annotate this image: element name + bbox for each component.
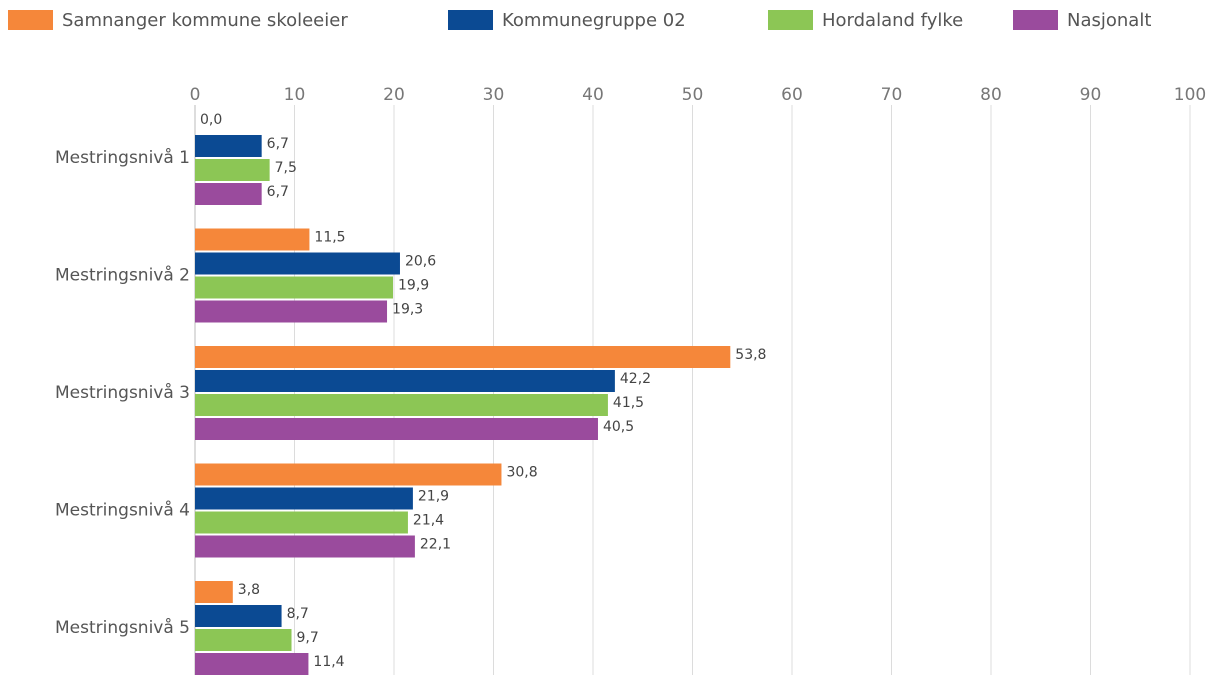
value-label: 41,5	[613, 395, 644, 411]
bar	[195, 535, 415, 558]
bar	[195, 135, 262, 157]
bar	[195, 300, 388, 323]
value-label: 42,2	[620, 371, 651, 387]
bar	[195, 183, 262, 205]
bar	[195, 581, 233, 603]
legend-swatch	[768, 10, 813, 30]
legend-label: Kommunegruppe 02	[502, 10, 686, 31]
y-tick-label: Mestringsnivå 5	[55, 617, 190, 638]
bar	[195, 370, 615, 392]
bar	[195, 463, 502, 486]
legend-swatch	[1013, 10, 1058, 30]
bar	[195, 394, 608, 416]
value-label: 30,8	[506, 465, 537, 481]
value-label: 11,5	[314, 230, 345, 246]
value-label: 9,7	[297, 630, 319, 646]
bar	[195, 511, 408, 534]
value-label: 0,0	[200, 112, 222, 128]
legend-label: Nasjonalt	[1067, 10, 1151, 31]
x-tick-label: 100	[1174, 85, 1206, 105]
bar	[195, 653, 309, 675]
legend-swatch	[448, 10, 493, 30]
x-tick-label: 90	[1080, 85, 1102, 105]
legend-label: Hordaland fylke	[822, 10, 963, 31]
bar	[195, 228, 310, 251]
x-tick-label: 30	[483, 85, 505, 105]
y-tick-label: Mestringsnivå 2	[55, 265, 190, 286]
y-tick-label: Mestringsnivå 3	[55, 382, 190, 403]
bar	[195, 159, 270, 181]
value-label: 3,8	[238, 582, 260, 598]
bar	[195, 629, 292, 651]
bar	[195, 418, 598, 440]
value-label: 40,5	[603, 419, 634, 435]
x-tick-label: 80	[980, 85, 1002, 105]
value-label: 8,7	[287, 606, 309, 622]
bar	[195, 276, 394, 299]
x-tick-label: 50	[682, 85, 704, 105]
bar	[195, 252, 400, 275]
value-label: 21,4	[413, 513, 444, 529]
value-label: 53,8	[735, 347, 766, 363]
value-label: 7,5	[275, 160, 297, 176]
value-label: 20,6	[405, 254, 436, 270]
legend-label: Samnanger kommune skoleeier	[62, 10, 348, 31]
x-tick-label: 70	[881, 85, 903, 105]
x-tick-label: 0	[190, 85, 201, 105]
value-label: 19,9	[398, 278, 429, 294]
value-label: 22,1	[420, 537, 451, 553]
x-tick-label: 60	[781, 85, 803, 105]
bar	[195, 487, 413, 510]
bar	[195, 605, 282, 627]
x-tick-label: 20	[383, 85, 405, 105]
value-label: 19,3	[392, 302, 423, 318]
value-label: 6,7	[267, 136, 289, 152]
y-tick-label: Mestringsnivå 1	[55, 147, 190, 168]
legend-swatch	[8, 10, 53, 30]
y-tick-label: Mestringsnivå 4	[55, 500, 190, 521]
value-label: 21,9	[418, 489, 449, 505]
value-label: 11,4	[313, 654, 344, 670]
bar	[195, 346, 731, 368]
x-tick-label: 10	[284, 85, 306, 105]
value-label: 6,7	[267, 184, 289, 200]
x-tick-label: 40	[582, 85, 604, 105]
